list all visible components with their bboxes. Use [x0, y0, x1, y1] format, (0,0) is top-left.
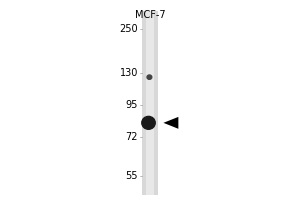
- Ellipse shape: [142, 116, 155, 129]
- Text: 250: 250: [119, 23, 138, 33]
- Text: MCF-7: MCF-7: [135, 10, 165, 20]
- Bar: [146, 11, 154, 195]
- Ellipse shape: [147, 75, 152, 79]
- Text: 55: 55: [126, 171, 138, 181]
- Text: 130: 130: [120, 68, 138, 78]
- Text: 95: 95: [126, 100, 138, 110]
- Text: 72: 72: [126, 132, 138, 142]
- Polygon shape: [164, 117, 178, 129]
- Bar: [142, 11, 158, 195]
